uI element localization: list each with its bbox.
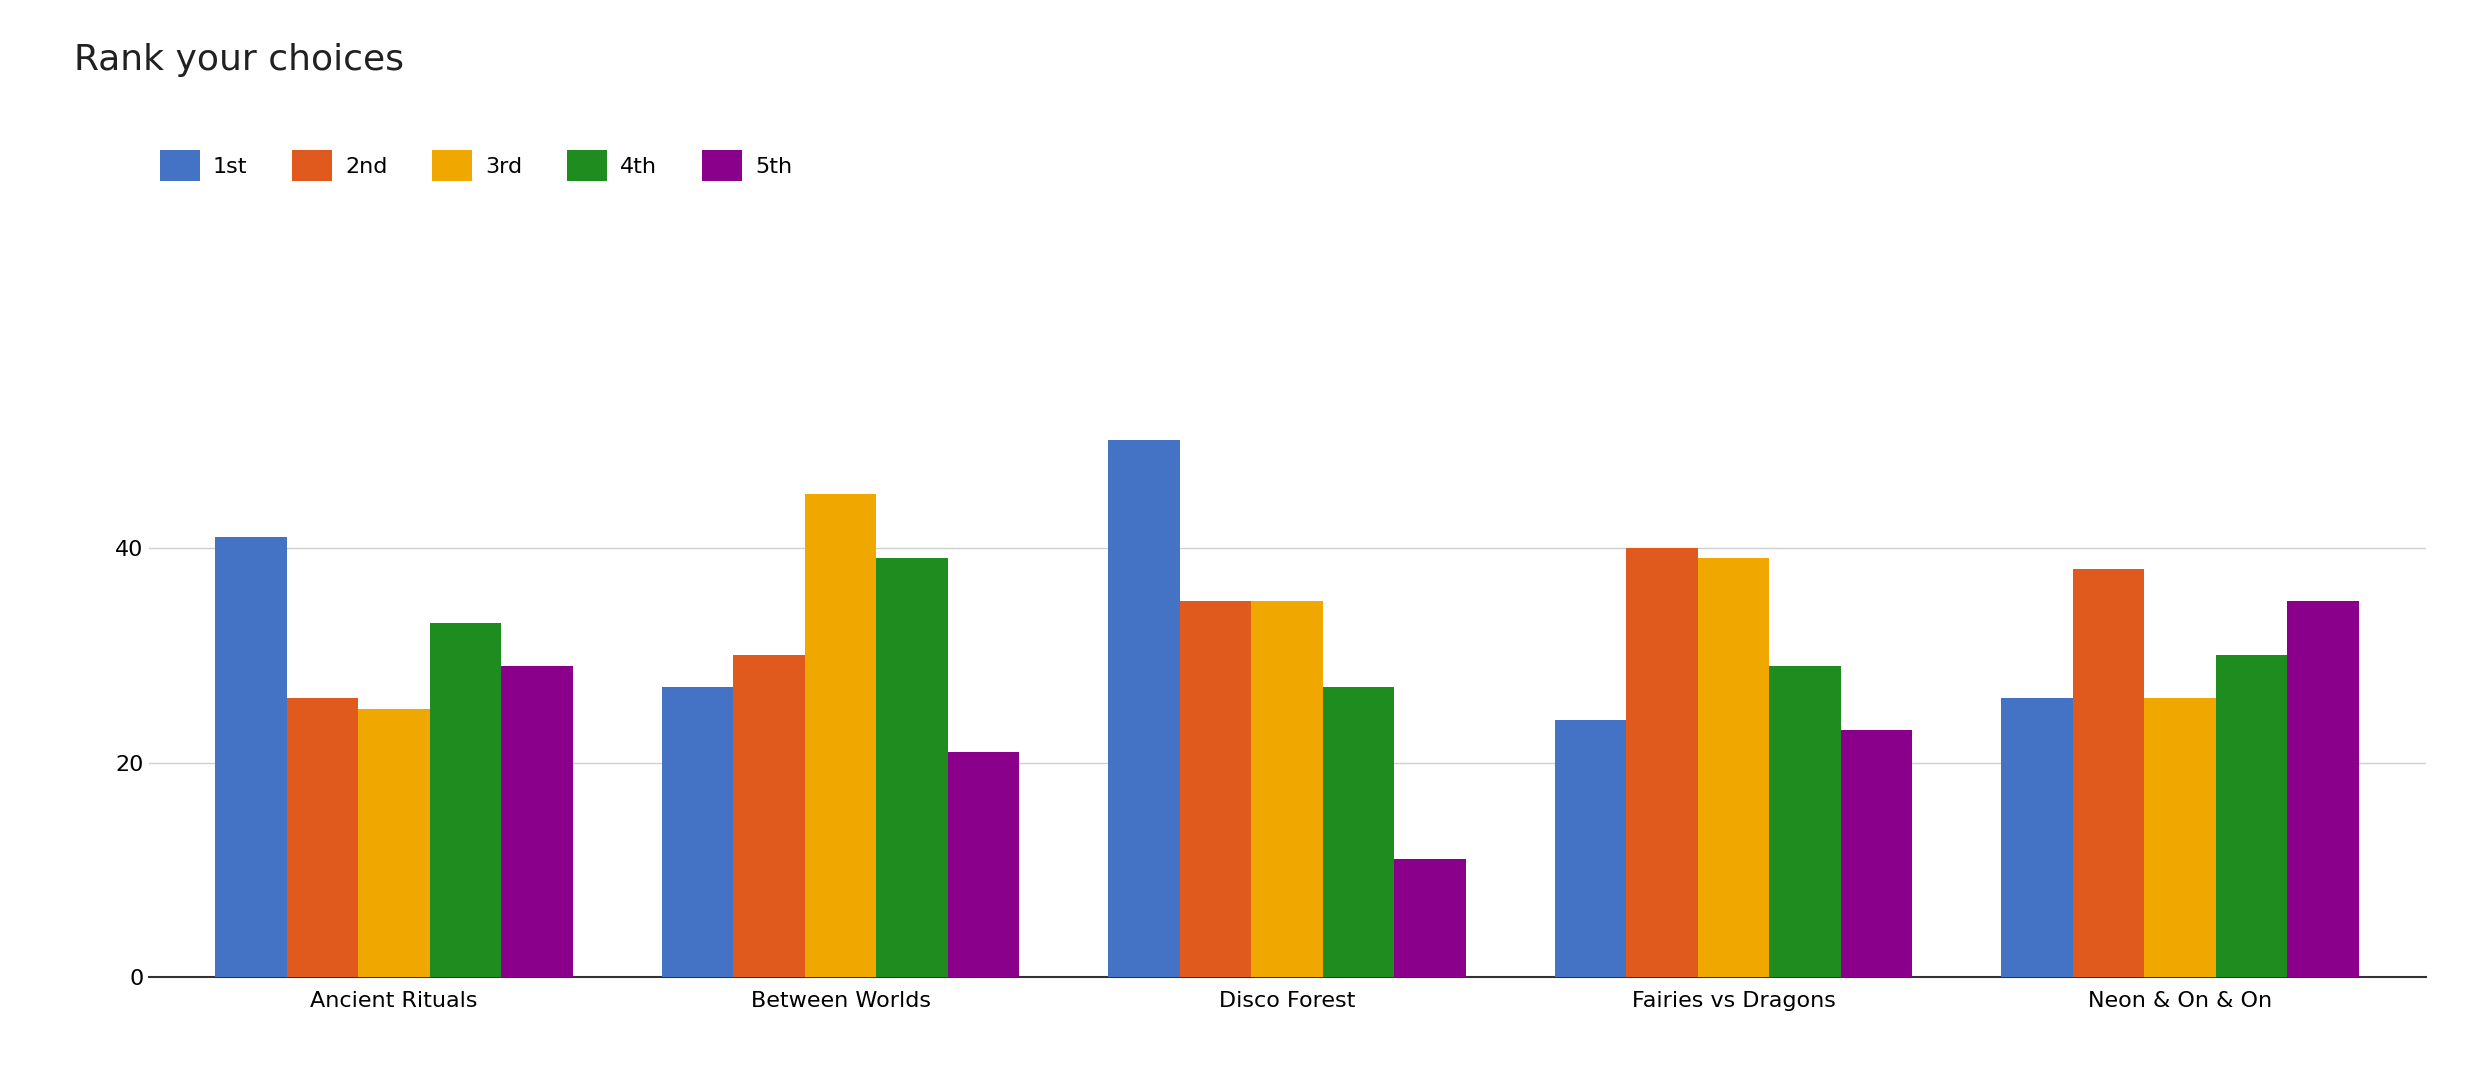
- Bar: [1181, 601, 1252, 977]
- Bar: [1252, 601, 1322, 977]
- Bar: [804, 494, 876, 977]
- Bar: [1626, 548, 1698, 977]
- Bar: [215, 537, 287, 977]
- Bar: [661, 687, 733, 977]
- Bar: [2072, 569, 2143, 977]
- Bar: [2143, 698, 2215, 977]
- Bar: [1770, 666, 1841, 977]
- Bar: [1554, 720, 1626, 977]
- Bar: [2002, 698, 2072, 977]
- Bar: [1322, 687, 1393, 977]
- Bar: [502, 666, 572, 977]
- Bar: [733, 655, 804, 977]
- Bar: [948, 752, 1020, 977]
- Legend: 1st, 2nd, 3rd, 4th, 5th: 1st, 2nd, 3rd, 4th, 5th: [158, 149, 792, 182]
- Bar: [876, 558, 948, 977]
- Text: Rank your choices: Rank your choices: [74, 43, 403, 77]
- Bar: [2287, 601, 2359, 977]
- Bar: [1393, 859, 1465, 977]
- Bar: [287, 698, 359, 977]
- Bar: [1109, 440, 1181, 977]
- Bar: [1698, 558, 1770, 977]
- Bar: [2215, 655, 2287, 977]
- Bar: [359, 709, 431, 977]
- Bar: [431, 623, 502, 977]
- Bar: [1841, 730, 1913, 977]
